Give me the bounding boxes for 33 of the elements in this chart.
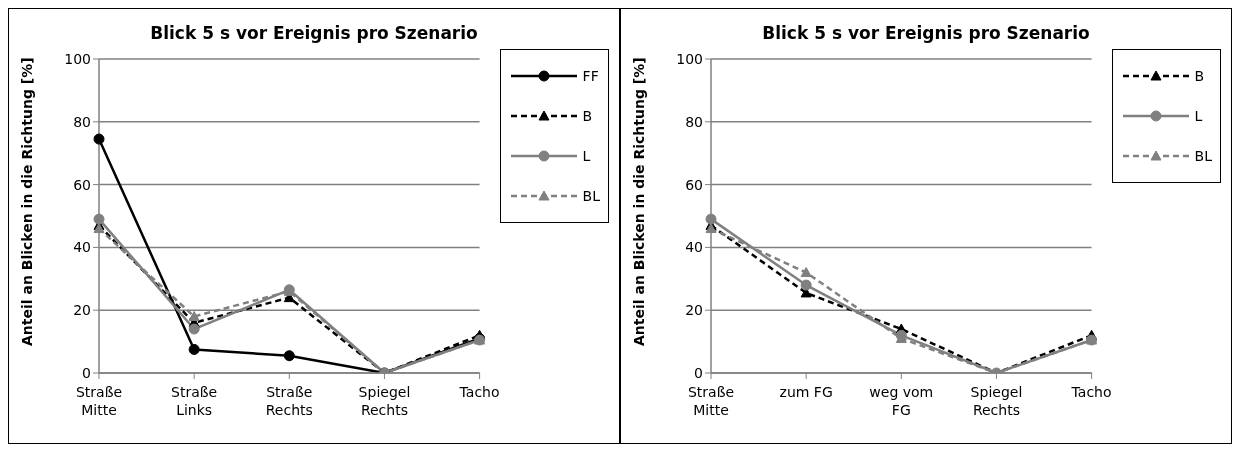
x-tick-label: zum FG — [779, 384, 833, 400]
chart-title: Blick 5 s vor Ereignis pro Szenario — [761, 23, 1091, 43]
chart-title: Blick 5 s vor Ereignis pro Szenario — [149, 23, 479, 43]
x-tick-label: weg vom FG — [869, 384, 934, 418]
y-tick-label: 60 — [685, 176, 703, 193]
y-tick-label: 40 — [685, 239, 703, 256]
y-axis-title: Anteil an Blicken in die Richtung [%] — [18, 57, 35, 346]
x-tick-label: Tacho — [458, 384, 500, 400]
legend-label: B — [1194, 68, 1205, 84]
legend-label: B — [582, 108, 593, 124]
legend-label: BL — [1194, 148, 1212, 164]
y-tick-label: 100 — [676, 50, 703, 67]
legend-label: L — [1194, 108, 1203, 124]
x-tick-label: Straße Mitte — [687, 384, 735, 418]
y-tick-label: 20 — [685, 302, 703, 319]
y-tick-label: 20 — [73, 302, 91, 319]
y-tick-label: 40 — [73, 239, 91, 256]
x-tick-label: Straße Mitte — [75, 384, 123, 418]
x-tick-label: Spiegel Rechts — [358, 384, 411, 418]
x-tick-label: Tacho — [1070, 384, 1112, 400]
legend-label: L — [582, 148, 591, 164]
x-tick-label: Spiegel Rechts — [970, 384, 1023, 418]
y-tick-label: 60 — [73, 176, 91, 193]
y-tick-label: 80 — [685, 113, 703, 130]
y-tick-label: 100 — [64, 50, 91, 67]
y-tick-label: 80 — [73, 113, 91, 130]
x-tick-label: Straße Rechts — [265, 384, 313, 418]
y-tick-label: 0 — [82, 364, 91, 381]
y-tick-label: 0 — [694, 364, 703, 381]
legend-label: FF — [582, 68, 599, 84]
legend-label: BL — [582, 188, 600, 204]
y-axis-title: Anteil an Blicken in die Richtung [%] — [630, 57, 647, 346]
x-tick-label: Straße Links — [171, 384, 218, 418]
